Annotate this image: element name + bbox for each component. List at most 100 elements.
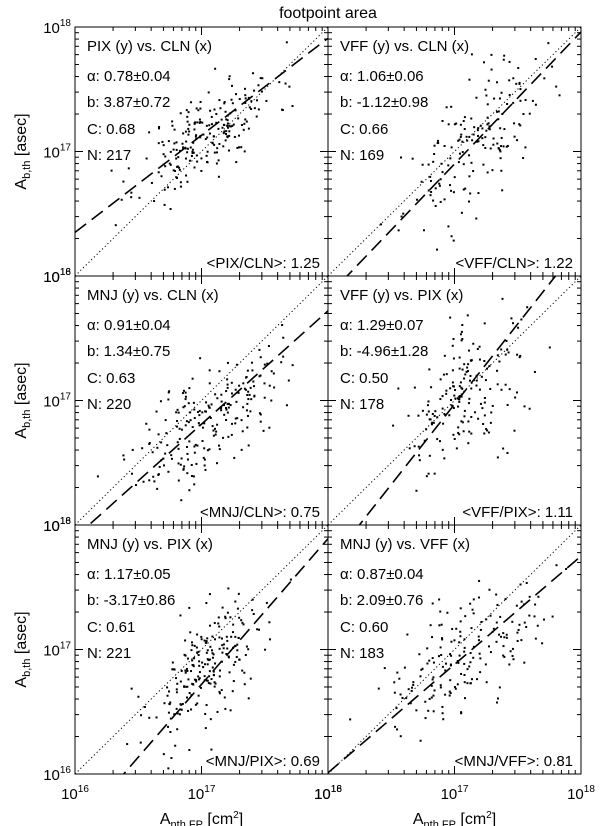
data-point [188,123,191,126]
data-point [468,78,471,81]
data-point [234,600,237,603]
data-point [205,704,208,707]
data-point [170,457,173,460]
data-point [500,635,502,638]
data-point [498,686,501,689]
data-point [449,679,452,682]
data-point [237,637,240,640]
data-point [459,630,462,633]
data-point [209,718,212,721]
data-point [193,166,196,169]
data-point [163,702,166,705]
y-tick-label: 1017 [43,392,71,411]
data-point [519,99,522,102]
data-point [198,677,201,680]
stat-n: N: 169 [340,147,384,164]
data-point [470,678,473,681]
data-point [429,624,432,627]
data-point [449,653,452,656]
data-point [220,637,223,640]
data-point [268,384,271,387]
data-point [491,404,494,407]
data-point [438,184,441,187]
data-point [175,707,178,710]
data-point [204,727,207,730]
data-point [418,454,421,457]
data-point [228,130,231,133]
data-point [439,610,442,613]
data-point [460,712,463,715]
data-point [192,401,195,404]
data-point [448,690,451,693]
data-point [415,489,418,492]
data-point [222,436,225,439]
panel-6 [327,524,582,775]
data-point [215,162,218,165]
data-point [236,649,239,652]
data-point [205,154,208,157]
data-point [497,147,500,150]
data-point [240,146,243,149]
data-point [185,445,188,448]
data-point [477,417,480,420]
data-point [496,456,499,459]
data-point [483,396,486,399]
y-axis-title: Ab,th [asec] [13,611,33,687]
plot-area [328,276,581,525]
data-point [226,611,229,614]
data-point [230,392,233,395]
data-point [217,159,220,162]
data-point [222,145,225,148]
data-point [187,127,190,130]
stat-c: C: 0.66 [340,121,388,138]
data-point [208,593,211,596]
data-point [518,81,521,84]
data-point [163,203,166,206]
data-point [224,407,227,410]
data-point [205,602,208,605]
data-point [518,82,521,85]
data-point [464,187,467,190]
data-point [189,411,192,414]
data-point [148,131,151,134]
data-point [182,467,185,470]
data-point [164,452,167,455]
data-point [174,170,177,173]
data-point [486,367,488,370]
data-point [497,118,500,121]
data-point [469,192,472,195]
data-point [244,87,247,90]
data-point [257,84,260,87]
panel-title: VFF (y) vs. CLN (x) [340,38,469,55]
data-point [187,133,190,136]
data-point [186,151,189,154]
data-point [157,171,160,174]
data-point [193,445,196,448]
data-point [270,370,273,373]
panel-4 [327,275,582,526]
data-point [210,748,213,751]
data-point [412,683,415,686]
data-point [503,655,506,658]
data-point [222,404,225,407]
data-point [171,120,174,123]
data-point [196,444,199,447]
data-point [201,661,204,664]
data-point [221,651,224,654]
data-point [470,53,473,56]
data-point [468,430,471,433]
data-point [211,635,214,638]
data-point [246,402,249,405]
data-point [408,447,411,450]
data-point [537,595,540,598]
data-point [242,128,245,131]
data-point [458,356,461,359]
data-point [191,377,194,380]
data-point [245,376,248,379]
data-point [185,685,188,688]
data-point [477,635,480,638]
data-point [96,475,99,478]
data-point [456,683,459,686]
data-point [461,151,464,154]
data-point [461,387,464,390]
